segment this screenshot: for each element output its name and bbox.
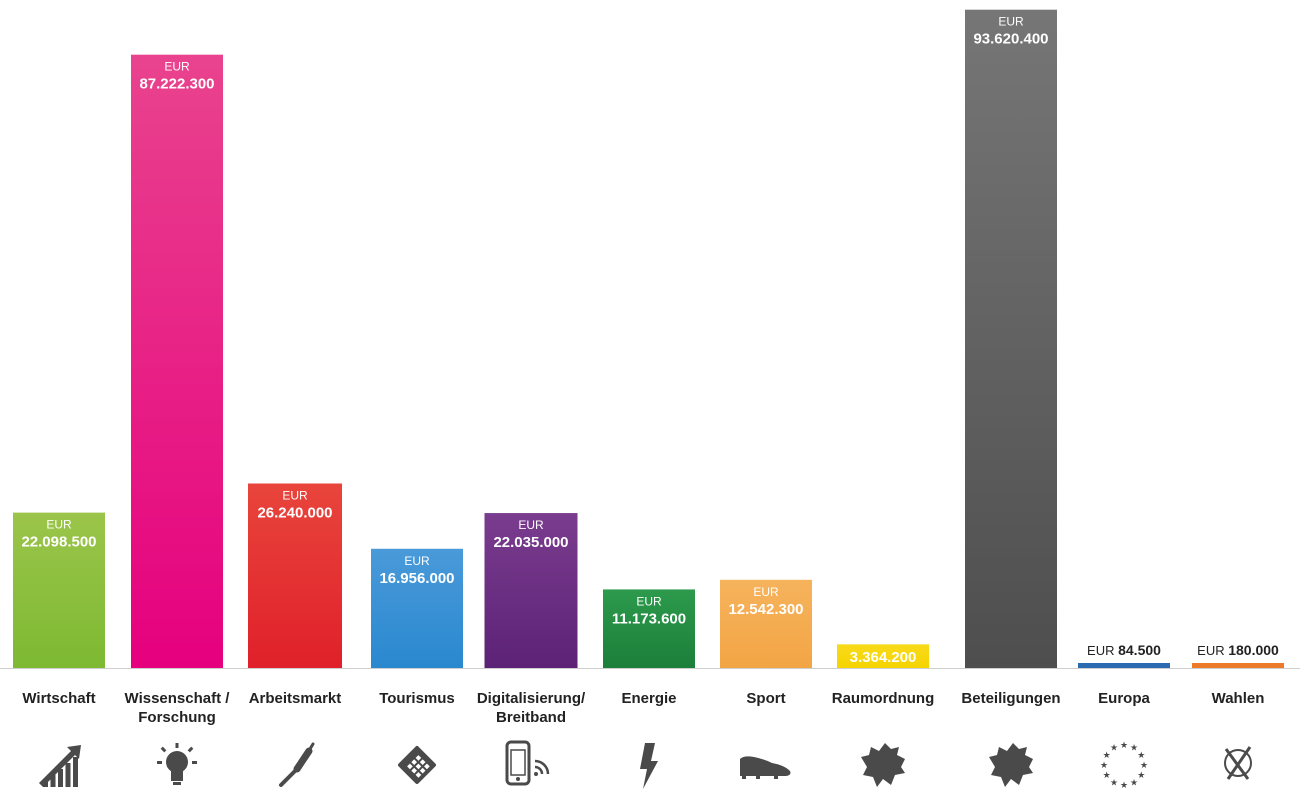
bar-currency-label: EUR (282, 488, 308, 502)
bar-value-label: 16.956.000 (379, 570, 454, 587)
svg-text:★: ★ (1120, 781, 1128, 789)
category-label: Forschung (138, 709, 216, 726)
category-label: Wahlen (1212, 690, 1265, 707)
bar-5 (484, 513, 578, 668)
bar-6 (603, 589, 695, 668)
smartphone-wifi-icon (505, 740, 550, 786)
sport-shoe-icon (740, 756, 791, 779)
category-label: Tourismus (379, 690, 455, 707)
svg-text:★: ★ (1137, 771, 1145, 781)
category-label: Sport (746, 690, 785, 707)
svg-text:★: ★ (1120, 741, 1128, 751)
bar-7 (720, 579, 812, 668)
svg-text:★: ★ (1110, 778, 1118, 788)
svg-text:★: ★ (1103, 771, 1111, 781)
bar-value-label: 26.240.000 (257, 504, 332, 521)
bar-currency-label: EUR (518, 518, 544, 532)
bar-value-label: 12.542.300 (728, 601, 803, 618)
bar-3 (248, 483, 342, 668)
ballot-cross-icon (1224, 746, 1252, 780)
bar-value-label: 11.173.600 (612, 610, 686, 627)
category-label: Wissenschaft / (125, 690, 231, 707)
bar-9 (965, 9, 1057, 669)
value-labels-group: EUR 22.098.500 EUR 87.222.300 EUR 26.240.000 E… (21, 15, 1279, 666)
svg-text:★: ★ (1103, 751, 1111, 761)
svg-text:★: ★ (1130, 778, 1138, 788)
bar-currency-label: EUR (404, 554, 430, 568)
bar-value-label: 87.222.300 (139, 76, 214, 93)
eu-stars-icon: ★★★★★★★★★ ★ ★★ (1100, 741, 1148, 789)
category-label: Breitband (496, 709, 566, 726)
screwdriver-icon (279, 742, 315, 787)
bar-value-label: 3.364.200 (850, 649, 917, 666)
category-label: Arbeitsmarkt (249, 690, 342, 707)
bar-currency-label: EUR (164, 60, 190, 74)
bar-10 (1078, 663, 1170, 668)
svg-text:★: ★ (1100, 761, 1108, 771)
rising-chart-icon (39, 745, 81, 787)
bar-currency-label: EUR (636, 594, 662, 608)
bar-value-label: 22.098.500 (21, 534, 96, 551)
svg-text:★: ★ (1137, 751, 1145, 761)
bar-currency-label: EUR (998, 15, 1024, 29)
region-map-icon (861, 743, 905, 787)
bar-currency-label: EUR (753, 585, 779, 599)
category-label: Europa (1098, 690, 1150, 707)
icons-group: ★★★★★★★★★ ★ ★★ (39, 740, 1252, 789)
category-label: Energie (621, 690, 676, 707)
lightning-icon (640, 743, 658, 789)
category-label: Digitalisierung/ (477, 690, 586, 707)
category-labels-group: Wirtschaft Wissenschaft / Forschung Arbeits… (22, 690, 1264, 726)
svg-text:★: ★ (1130, 744, 1138, 754)
calendar-icon (398, 746, 436, 784)
bar-value-label: 22.035.000 (493, 534, 568, 551)
category-label: Wirtschaft (22, 690, 95, 707)
bar-8 (837, 644, 929, 668)
bar-currency-label: EUR (46, 518, 72, 532)
region-map-icon (989, 743, 1033, 787)
category-label: Beteiligungen (961, 690, 1060, 707)
bar-value-label: 93.620.400 (973, 31, 1048, 48)
category-label: Raumordnung (832, 690, 935, 707)
bar-2 (131, 54, 223, 668)
bar-value-label: EUR 180.000 (1197, 642, 1279, 658)
lightbulb-icon (157, 743, 197, 785)
bar-4 (371, 548, 463, 668)
bar-1 (13, 512, 105, 668)
bars-group (13, 9, 1284, 669)
bar-value-label: EUR 84.500 (1087, 642, 1161, 658)
svg-text:★: ★ (1110, 744, 1118, 754)
svg-text:★: ★ (1140, 761, 1148, 771)
bar-11 (1192, 663, 1284, 668)
